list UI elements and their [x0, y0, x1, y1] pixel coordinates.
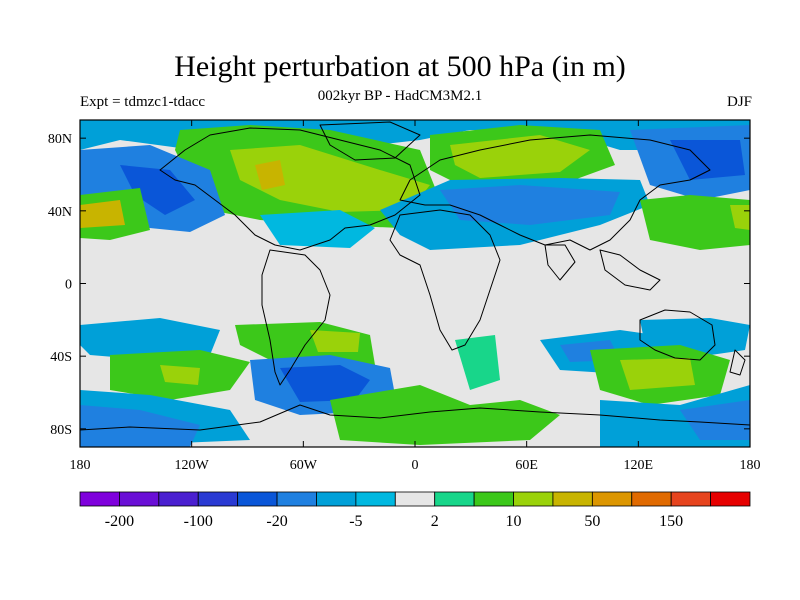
colorbar-label: -5: [349, 513, 362, 530]
colorbar-swatch: [197, 491, 239, 507]
axis-ticks: 180 120W 60W 0 60E 120E 180 80N 40N 0 40S 80S: [48, 120, 761, 473]
coastline-australia: [639, 309, 716, 361]
lat-tick-label: 0: [65, 278, 72, 293]
coastline-antarctica: [80, 404, 750, 431]
colorbar-swatch: [710, 491, 751, 507]
contour-darkblue-southern-ocean-west: [80, 405, 200, 447]
contour-green-nw-pacific-east: [640, 195, 750, 250]
colorbar-swatch: [552, 491, 593, 507]
colorbar-swatch: [591, 491, 633, 507]
contour-gold-north-america: [255, 160, 285, 190]
lon-tick-label: 180: [70, 458, 91, 473]
map-panel: [79, 119, 751, 448]
coastline-north-america: [159, 127, 421, 251]
lon-tick-label: 120E: [624, 458, 654, 473]
lon-tick-label: 60E: [515, 458, 538, 473]
lat-tick-label: 80N: [48, 132, 72, 147]
season-label: DJF: [726, 94, 752, 110]
contour-blue-s-pacific-west: [80, 318, 220, 360]
colorbar-label: 150: [659, 513, 683, 530]
experiment-label: Expt = tdmzc1-tdacc: [80, 94, 206, 110]
lon-tick-label: 180: [740, 458, 761, 473]
coastline-greenland: [319, 121, 421, 161]
contour-green-s-indian: [455, 335, 500, 390]
coastline-south-america: [261, 249, 331, 386]
contour-darkblue-southern-ocean-east: [680, 400, 750, 440]
lon-tick-label: 120W: [175, 458, 210, 473]
map-subtitle: 002kyr BP - HadCM3M2.1: [317, 88, 483, 104]
colorbar-swatch: [670, 491, 711, 507]
contour-yellow-s-atlantic: [310, 330, 360, 352]
coastline-maritime-se-asia: [599, 249, 661, 291]
contour-blue-n-atlantic: [260, 210, 375, 248]
coastline-india: [544, 244, 576, 281]
colorbar-swatch: [276, 491, 317, 507]
colorbar-swatch: [316, 491, 357, 507]
colorbar-swatch: [473, 491, 514, 507]
colorbar-swatch: [158, 491, 199, 507]
coastline-africa: [389, 209, 501, 351]
lat-tick-label: 40S: [50, 350, 72, 365]
contour-field: [80, 120, 750, 447]
coastlines: [80, 121, 750, 431]
colorbar-swatch: [79, 491, 120, 507]
colorbar-label: 2: [431, 513, 439, 530]
colorbar-swatch: [394, 491, 436, 507]
contour-darkerblue-eurasia-midlat: [440, 185, 620, 225]
colorbar-label: -200: [105, 513, 134, 530]
colorbar: -200 -100 -20 -5 2 10 50 150: [79, 491, 751, 530]
colorbar-swatch: [237, 491, 278, 507]
coastline-new-zealand: [729, 349, 746, 376]
colorbar-swatch: [631, 491, 672, 507]
lat-tick-label: 40N: [48, 205, 72, 220]
contour-yellow-eurasia: [450, 135, 590, 178]
lon-tick-label: 0: [412, 458, 419, 473]
contour-yellow-south-of-australia: [620, 358, 695, 390]
colorbar-label: 10: [506, 513, 522, 530]
colorbar-label: -100: [184, 513, 213, 530]
contour-gold-central-pacific: [80, 200, 125, 228]
colorbar-label: 50: [584, 513, 600, 530]
coastline-europe-asia: [399, 134, 711, 251]
contour-green-southern-ocean: [330, 385, 560, 445]
colorbar-swatch: [434, 491, 475, 507]
colorbar-swatch: [513, 491, 554, 507]
colorbar-swatch: [355, 491, 396, 507]
contour-darkblue-s-atlantic: [280, 365, 370, 402]
lat-tick-label: 80S: [50, 423, 72, 438]
colorbar-swatch: [119, 491, 160, 507]
contour-darkblue-nw-pacific: [120, 165, 195, 215]
map-title: Height perturbation at 500 hPa (in m): [174, 50, 626, 83]
contour-yellow-s-pacific: [160, 365, 200, 385]
lon-tick-label: 60W: [290, 458, 318, 473]
colorbar-label: -20: [266, 513, 287, 530]
